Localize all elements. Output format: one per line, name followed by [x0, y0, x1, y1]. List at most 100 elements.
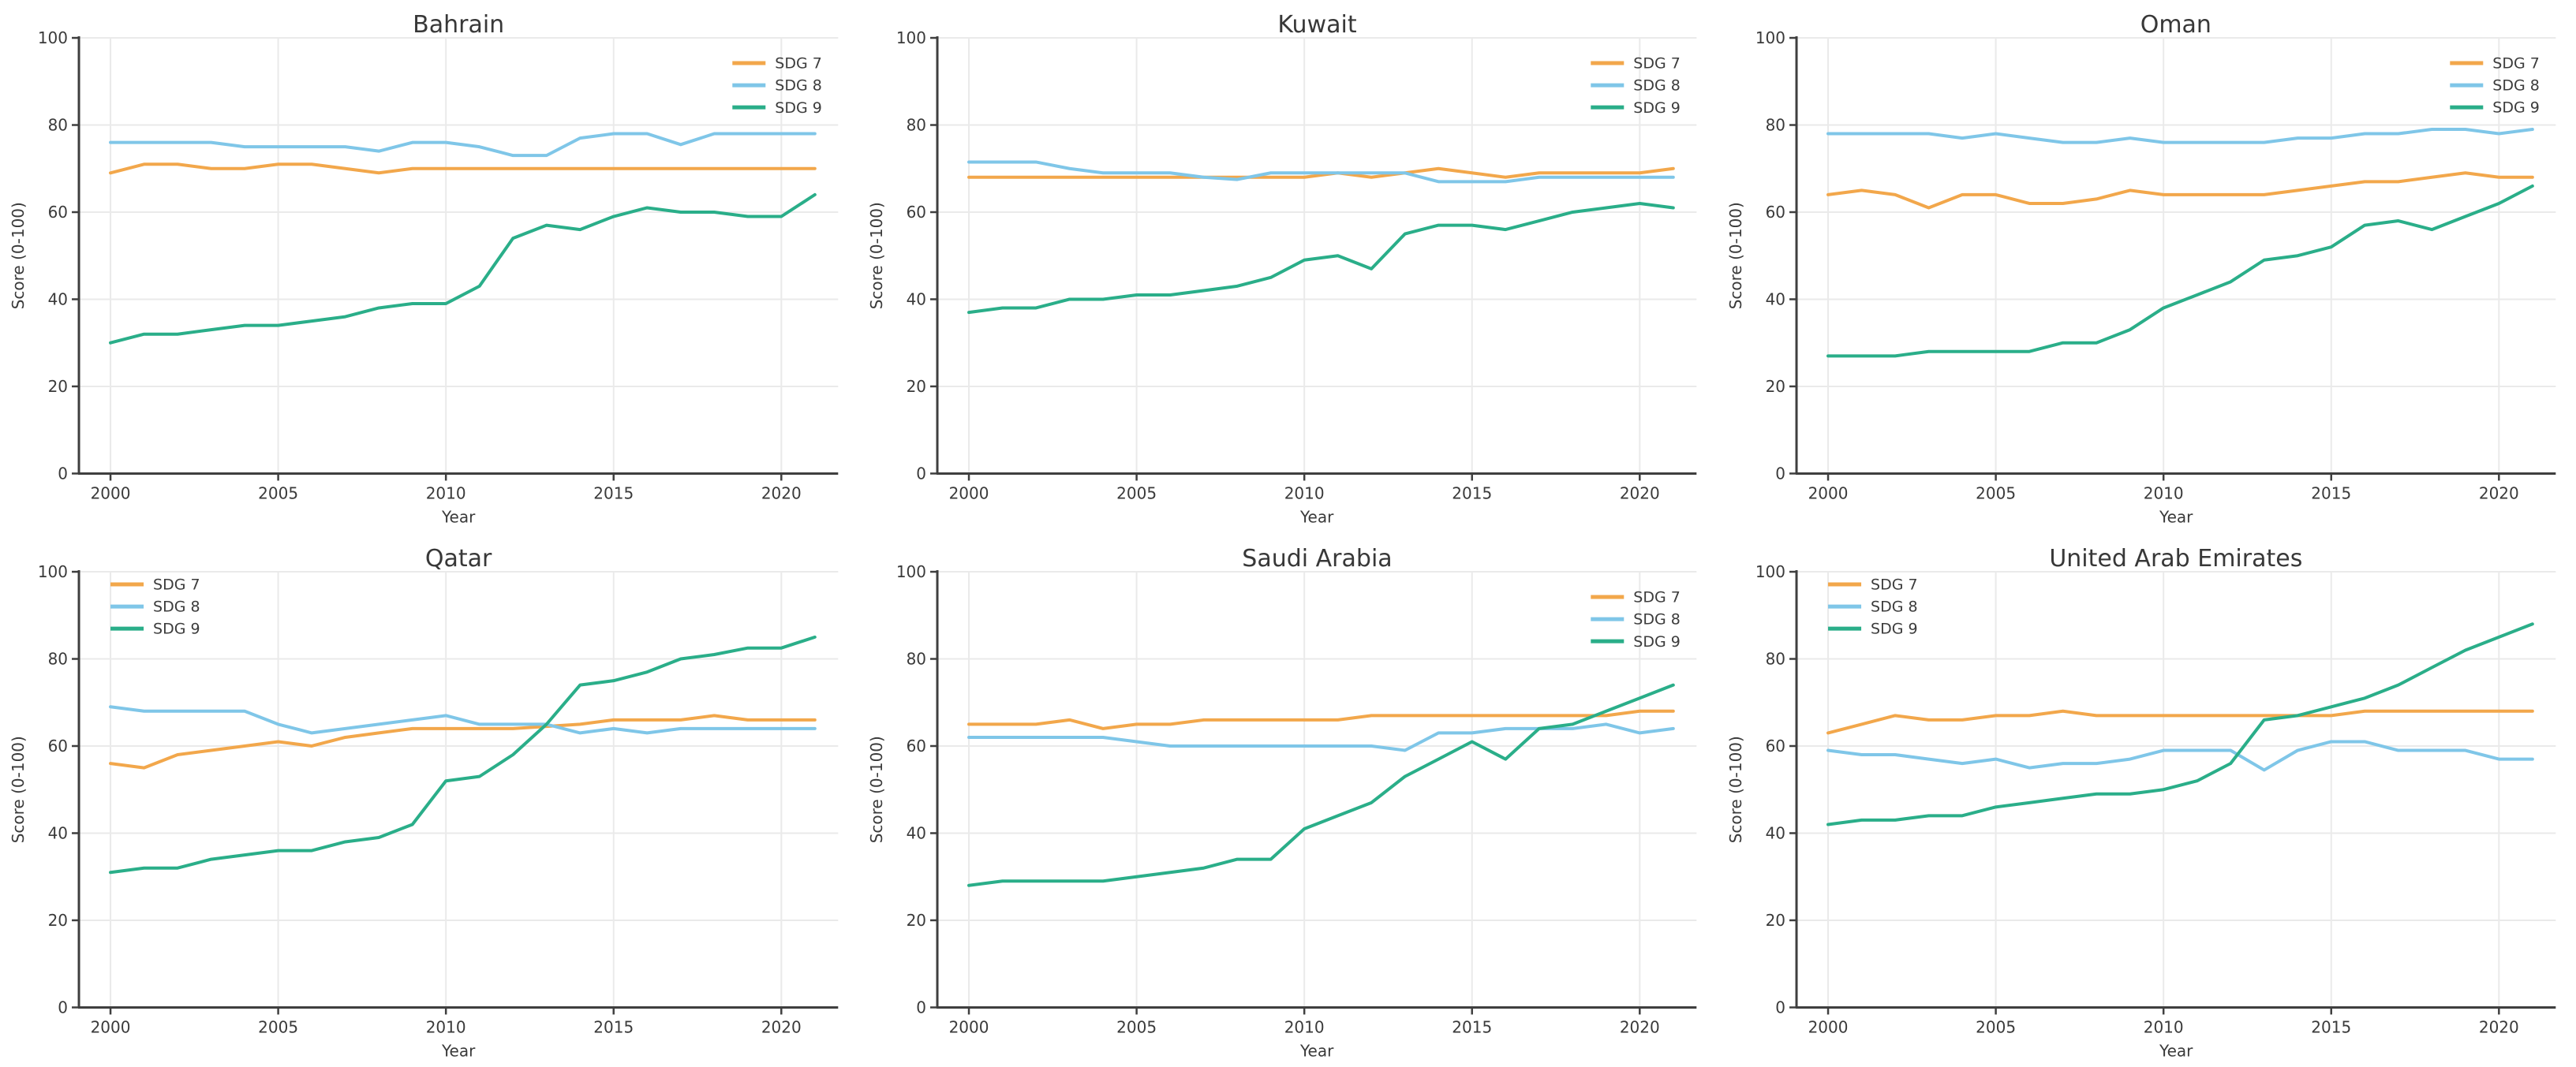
series-lines	[109, 132, 817, 345]
chart-kuwait: Kuwait 0 20 40 60 80 100 Score (0-100) 2000 2005…	[858, 0, 1717, 534]
series-lines	[1826, 621, 2534, 826]
line-sdg-8	[1826, 128, 2534, 144]
gridlines	[937, 37, 1697, 474]
x-tick-label: 2010	[1284, 483, 1325, 502]
legend-label-sdg-7: SDG 7	[2492, 55, 2540, 73]
y-axis: 0 20 40 60 80 100 Score (0-100)	[9, 562, 80, 1017]
y-tick-label: 60	[48, 203, 68, 222]
legend-label-sdg-7: SDG 7	[775, 55, 822, 73]
y-tick-label: 80	[907, 116, 926, 135]
chart-title-united-arab-emirates: United Arab Emirates	[2049, 544, 2303, 573]
y-tick-label: 100	[896, 28, 926, 47]
x-tick-label: 2005	[1116, 483, 1157, 502]
x-tick-label: 2015	[2311, 1017, 2351, 1036]
y-axis-label: Score (0-100)	[867, 736, 886, 843]
x-tick-label: 2000	[91, 483, 131, 502]
gridlines	[79, 570, 839, 1007]
series-lines	[109, 635, 817, 874]
line-sdg-7	[109, 713, 817, 770]
legend-label-sdg-8: SDG 8	[153, 598, 200, 615]
gridlines	[79, 37, 839, 474]
x-tick-label: 2015	[593, 1017, 634, 1036]
x-axis-label: Year	[1299, 507, 1334, 526]
chart-title-qatar: Qatar	[424, 544, 492, 573]
y-axis: 0 20 40 60 80 100 Score (0-100)	[1726, 28, 1796, 483]
legend-label-sdg-7: SDG 7	[1634, 588, 1681, 606]
y-tick-label: 0	[1775, 998, 1785, 1017]
line-sdg-9	[109, 635, 817, 874]
legend-label-sdg-7: SDG 7	[1871, 576, 1918, 593]
legend-label-sdg-9: SDG 9	[1634, 632, 1681, 650]
gridlines	[937, 570, 1697, 1007]
x-axis-label: Year	[2159, 1041, 2193, 1060]
y-tick-label: 0	[1775, 464, 1785, 483]
y-axis: 0 20 40 60 80 100 Score (0-100)	[9, 28, 80, 483]
y-tick-label: 20	[1765, 910, 1785, 929]
series-lines	[967, 160, 1676, 315]
chart-saudi-arabia: Saudi Arabia 0 20 40 60 80 100 Score (0-100) 20…	[858, 534, 1717, 1067]
x-tick-label: 2010	[426, 1017, 466, 1036]
saudi-arabia-plot: 0 20 40 60 80 100 Score (0-100) 2000 2005 2010 201…	[867, 562, 1697, 1060]
axis-spines	[936, 36, 1697, 475]
legend-label-sdg-9: SDG 9	[1871, 620, 1918, 637]
x-tick-label: 2005	[1116, 1017, 1157, 1036]
line-sdg-9	[967, 201, 1676, 315]
oman-plot: 0 20 40 60 80 100 Score (0-100) 2000 2005 2010 201…	[1726, 28, 2555, 526]
x-axis: 2000 2005 2010 2015 2020 Year	[1808, 473, 2518, 526]
y-axis: 0 20 40 60 80 100 Score (0-100)	[1726, 562, 1796, 1017]
y-tick-label: 80	[48, 649, 68, 668]
y-tick-label: 100	[38, 562, 68, 581]
y-tick-label: 100	[38, 28, 68, 47]
y-tick-label: 60	[48, 736, 68, 755]
x-tick-label: 2000	[949, 483, 989, 502]
line-sdg-7	[109, 162, 817, 175]
y-tick-label: 80	[1765, 649, 1785, 668]
x-tick-label: 2020	[761, 483, 802, 502]
y-axis-label: Score (0-100)	[9, 202, 28, 309]
legend: SDG 7 SDG 8 SDG 9	[1591, 55, 1681, 117]
x-tick-label: 2000	[1808, 1017, 1848, 1036]
line-sdg-7	[967, 166, 1676, 179]
axis-spines	[1795, 569, 2555, 1009]
x-tick-label: 2005	[1976, 1017, 2016, 1036]
axis-spines	[1795, 36, 2555, 475]
x-axis: 2000 2005 2010 2015 2020 Year	[949, 473, 1660, 526]
line-sdg-9	[967, 683, 1676, 887]
axis-spines	[936, 569, 1697, 1009]
line-sdg-8	[1826, 739, 2534, 771]
line-sdg-7	[967, 709, 1676, 730]
legend-label-sdg-8: SDG 8	[1871, 598, 1918, 615]
legend-label-sdg-9: SDG 9	[1634, 99, 1681, 117]
legend: SDG 7 SDG 8 SDG 9	[2449, 55, 2540, 117]
chart-bahrain: Bahrain 0 20 40 60 80 100 Score (0-100) 2000 200…	[0, 0, 858, 534]
legend: SDG 7 SDG 8 SDG 9	[732, 55, 822, 117]
x-tick-label: 2020	[1620, 1017, 1660, 1036]
y-tick-label: 0	[917, 464, 927, 483]
x-tick-label: 2020	[1620, 483, 1660, 502]
line-sdg-9	[1826, 184, 2534, 358]
x-tick-label: 2000	[1808, 483, 1848, 502]
x-tick-label: 2015	[2311, 483, 2351, 502]
legend-label-sdg-8: SDG 8	[2492, 77, 2540, 95]
gridlines	[1796, 570, 2555, 1007]
bahrain-plot: 0 20 40 60 80 100 Score (0-100) 2000 2005 2010 201…	[9, 28, 839, 526]
chart-oman: Oman 0 20 40 60 80 100 Score (0-100) 2000 2005 20…	[1718, 0, 2576, 534]
axis-spines	[77, 569, 839, 1009]
kuwait-plot: 0 20 40 60 80 100 Score (0-100) 2000 2005 2010 201…	[867, 28, 1697, 526]
chart-title-kuwait: Kuwait	[1277, 11, 1357, 39]
y-tick-label: 100	[1755, 28, 1785, 47]
y-tick-label: 80	[907, 649, 926, 668]
y-tick-label: 40	[907, 289, 926, 308]
legend-label-sdg-9: SDG 9	[775, 99, 822, 117]
y-axis-label: Score (0-100)	[867, 202, 886, 309]
y-axis-label: Score (0-100)	[1726, 202, 1745, 309]
legend: SDG 7 SDG 8 SDG 9	[1591, 588, 1681, 650]
series-lines	[967, 683, 1676, 887]
legend: SDG 7 SDG 8 SDG 9	[1827, 576, 1918, 637]
y-tick-label: 40	[48, 289, 68, 308]
y-tick-label: 100	[1755, 562, 1785, 581]
y-tick-label: 20	[907, 910, 926, 929]
y-tick-label: 80	[48, 116, 68, 135]
legend-label-sdg-7: SDG 7	[1634, 55, 1681, 73]
